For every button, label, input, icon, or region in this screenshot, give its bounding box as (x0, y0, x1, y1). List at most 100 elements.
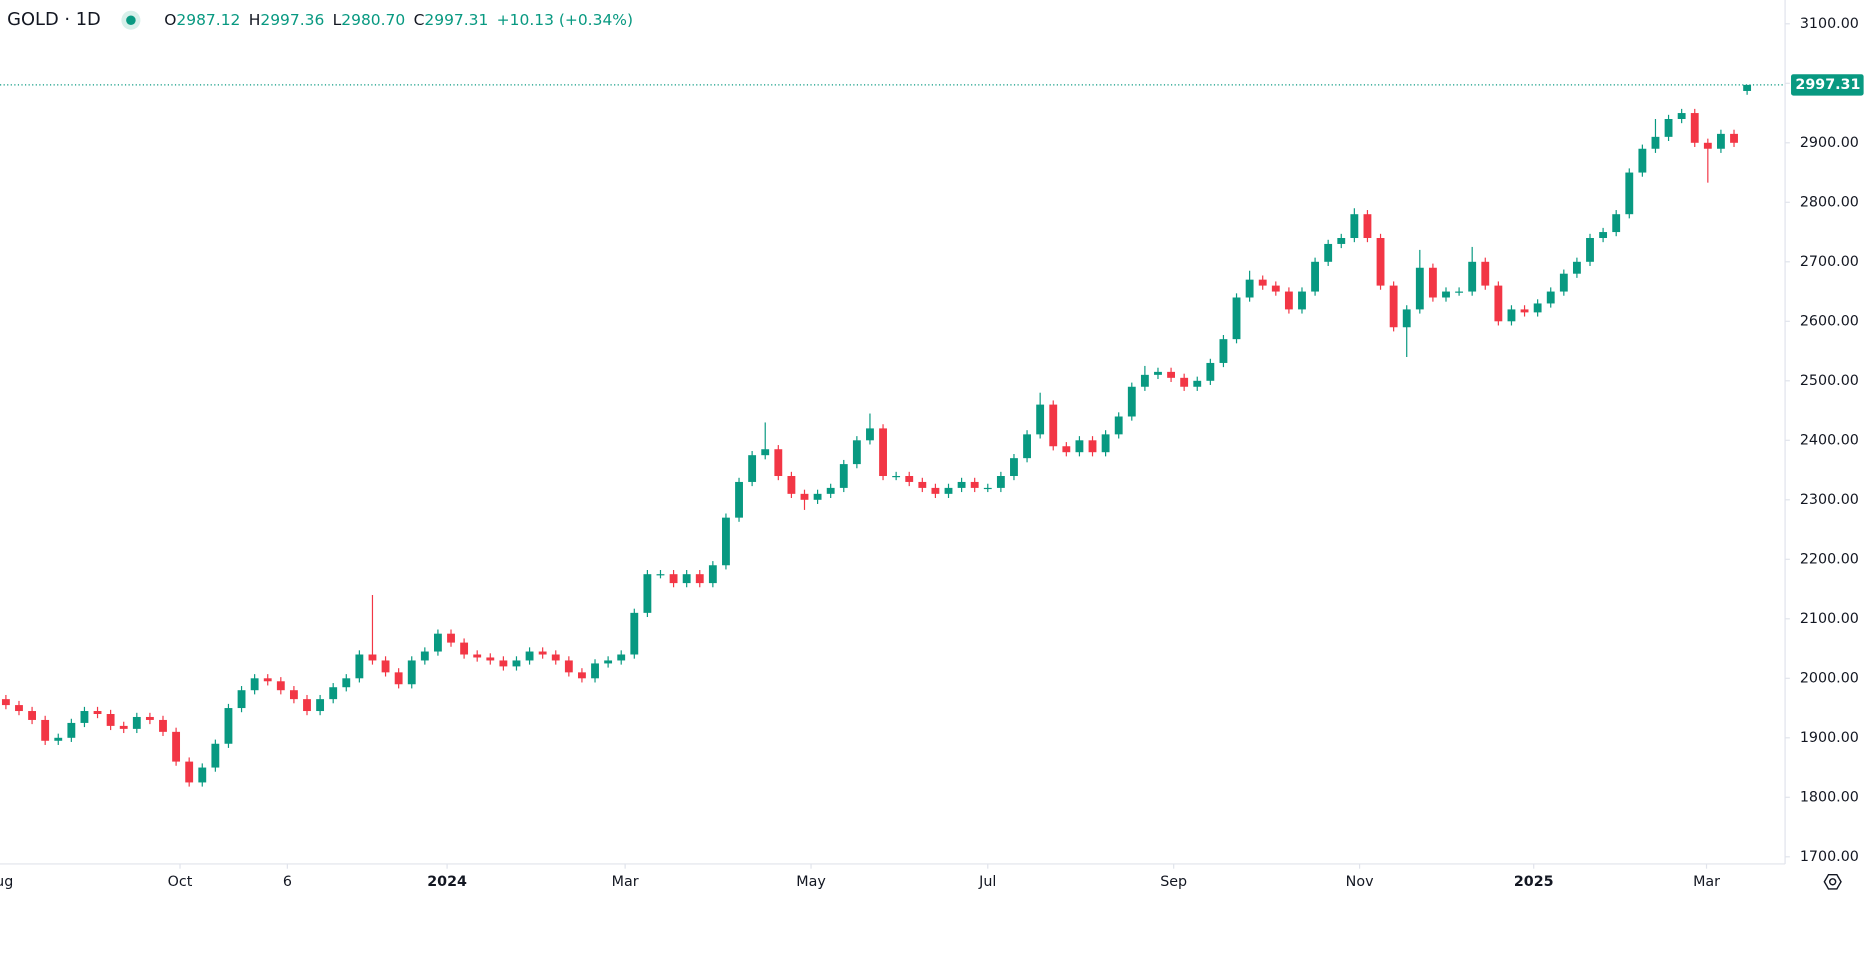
candle-body (604, 660, 613, 664)
candle-body (1324, 243, 1333, 262)
candle-body (512, 660, 521, 667)
candle-body (28, 711, 37, 720)
candle-body (368, 654, 377, 661)
candle-body (172, 731, 181, 762)
candle-body (735, 481, 743, 518)
x-tick-label: Aug (0, 874, 13, 890)
candle-body (1245, 279, 1254, 298)
candle-body (1363, 214, 1372, 239)
x-tick-label: Oct (168, 874, 193, 890)
candle-body (852, 440, 861, 465)
x-axis: Aug Oct 6 2024 Mar May Jul Sep Nov 2025 Mar (0, 863, 1720, 890)
candle-body (564, 660, 573, 673)
candle-body (1376, 238, 1385, 286)
y-tick-label: 2800.00 (1800, 194, 1859, 210)
candle-body (1638, 148, 1647, 173)
candle-body (1219, 339, 1228, 363)
candle-body (1664, 119, 1673, 137)
y-tick-label: 1900.00 (1800, 730, 1859, 746)
candle-body (996, 476, 1005, 488)
candle-body (486, 657, 495, 661)
candle-body (643, 574, 652, 613)
candle-body (54, 737, 63, 741)
candle-body (1010, 458, 1018, 477)
candle-body (800, 493, 809, 500)
y-tick-label: 2200.00 (1800, 551, 1859, 567)
candle-body (1520, 309, 1529, 313)
candle-body (473, 654, 482, 658)
candle-body (460, 642, 469, 655)
candle-body (892, 476, 901, 478)
candle-body (159, 719, 167, 732)
candle-body (1206, 362, 1215, 381)
candle-body (329, 687, 338, 700)
candle-body (551, 654, 560, 661)
x-tick-label: Nov (1346, 874, 1374, 890)
candle-body (1036, 404, 1045, 435)
candle-body (1140, 374, 1149, 387)
candle-body (708, 565, 717, 584)
candle-body (224, 708, 233, 744)
ohlc: O2987.12 H2997.36 L2980.70 C2997.31 +10.13 (… (164, 11, 633, 29)
candle-body (303, 699, 311, 712)
candle-body (1612, 214, 1621, 233)
candle-body (1389, 285, 1398, 328)
candle-body (591, 663, 599, 679)
candle-body (1415, 267, 1424, 310)
candle-body (433, 633, 442, 652)
candle-body (1455, 291, 1464, 293)
candle-body (1127, 386, 1136, 417)
candle-body (826, 487, 835, 494)
plot-area (0, 84, 1786, 787)
candle-body (682, 574, 691, 584)
candle-body (1114, 416, 1123, 435)
y-tick-label: 2300.00 (1800, 492, 1859, 508)
candle-body (499, 660, 508, 667)
candle-body (1023, 434, 1031, 459)
candle-body (931, 487, 940, 494)
candle-body (1533, 303, 1542, 313)
x-tick-label: 2024 (427, 874, 467, 890)
x-tick-label: May (796, 874, 826, 890)
candle-body (1311, 261, 1320, 292)
candle-body (761, 449, 770, 456)
y-axis: 1700.00 1800.00 1900.00 2000.00 2100.00 2200.… (1785, 16, 1859, 865)
candle-body (787, 476, 796, 494)
candle-body (1546, 291, 1555, 304)
candle-body (669, 574, 678, 584)
candle-body (1167, 371, 1175, 378)
candle-body (1258, 279, 1267, 286)
candle-body (1468, 261, 1477, 292)
candle-body (1730, 133, 1738, 143)
ohlc-value: 2980.70 (341, 11, 405, 29)
candle-body (578, 672, 586, 679)
candle-body (67, 722, 76, 738)
candle-body (905, 476, 914, 482)
candle-body (1193, 380, 1202, 387)
y-tick-label: 2400.00 (1800, 432, 1859, 448)
candle-body (1690, 113, 1699, 143)
y-tick-label: 2100.00 (1800, 611, 1859, 627)
candle-body (132, 716, 141, 729)
candle-body (1088, 440, 1097, 453)
candle-body (342, 678, 351, 688)
candle-body (866, 428, 874, 441)
candle-body (525, 651, 534, 661)
candle-body (1677, 113, 1686, 120)
candle-body (957, 481, 966, 488)
candle-body (617, 654, 626, 661)
x-tick-label: Sep (1160, 874, 1187, 890)
candle-body (1599, 232, 1608, 239)
ohlc-label: O (164, 11, 176, 29)
ohlc-value: 2987.12 (176, 11, 240, 29)
settings-icon[interactable] (1823, 873, 1842, 890)
candle-body (1350, 214, 1359, 239)
symbol: GOLD · 1D (7, 9, 101, 30)
candle-body (1651, 136, 1660, 149)
x-tick-label: Jul (978, 874, 996, 890)
candle-body (1, 699, 10, 706)
candle-body (381, 660, 390, 673)
candle-body (447, 633, 455, 643)
candle-body (1494, 285, 1503, 322)
